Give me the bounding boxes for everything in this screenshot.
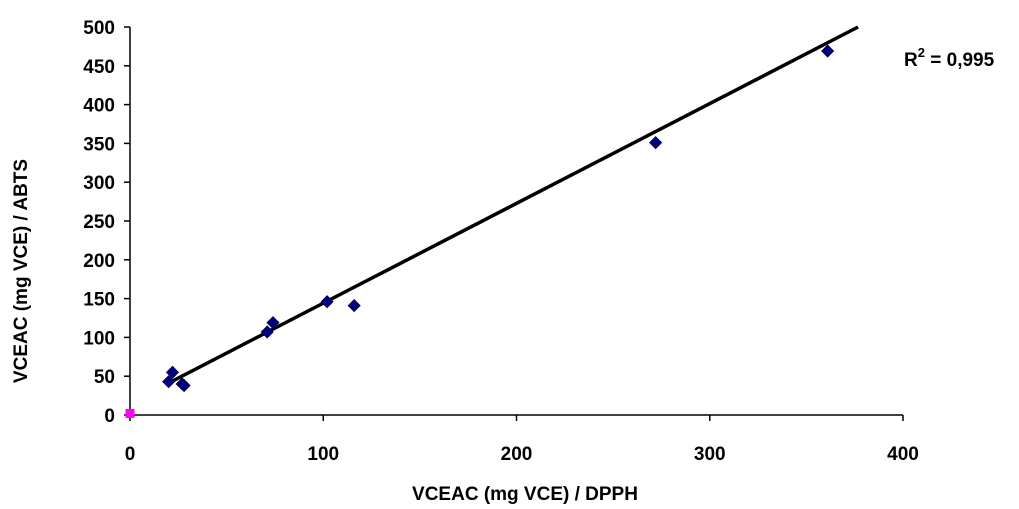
- data-point: [320, 295, 334, 309]
- x-ticks: 0 100 200 300 400: [125, 415, 919, 465]
- y-tick-label: 250: [83, 212, 115, 233]
- y-tick-label: 350: [83, 134, 115, 155]
- x-tick-label: 300: [694, 444, 726, 465]
- y-tick-label: 200: [83, 251, 115, 272]
- trendline-group: [167, 25, 859, 385]
- y-tick-label: 100: [83, 328, 115, 349]
- data-point: [177, 378, 191, 393]
- x-tick-label: 0: [125, 444, 136, 465]
- data-point: [821, 44, 835, 58]
- y-tick-label: 300: [83, 173, 115, 194]
- data-point-square: [125, 408, 135, 418]
- r-squared-symbol: R: [904, 50, 918, 71]
- axes: [129, 27, 903, 416]
- data-point: [266, 316, 280, 330]
- y-tick-label: 500: [83, 18, 115, 39]
- y-ticks: 0 50 100 150 200 250 300 350 400 450 500: [83, 18, 130, 427]
- x-tick-label: 400: [887, 444, 919, 465]
- data-points: [125, 44, 835, 418]
- data-point: [649, 136, 663, 150]
- y-tick-label: 400: [83, 96, 115, 117]
- data-point: [162, 375, 176, 389]
- x-axis-title: VCEAC (mg VCE) / DPPH: [412, 484, 638, 505]
- y-tick-label: 150: [83, 290, 115, 311]
- y-tick-label: 50: [94, 367, 115, 388]
- x-tick-label: 100: [307, 444, 339, 465]
- data-point: [260, 325, 274, 339]
- y-tick-label: 450: [83, 57, 115, 78]
- y-axis-title: VCEAC (mg VCE) / ABTS: [11, 159, 32, 383]
- trendline: [167, 25, 859, 385]
- r-squared-annotation: R2 = 0,995: [904, 45, 995, 71]
- x-tick-label: 200: [501, 444, 533, 465]
- data-point: [165, 365, 180, 379]
- data-point: [347, 299, 361, 313]
- y-tick-label: 0: [104, 406, 115, 427]
- r-squared-superscript: 2: [918, 45, 925, 60]
- r-squared-value: = 0,995: [925, 50, 995, 71]
